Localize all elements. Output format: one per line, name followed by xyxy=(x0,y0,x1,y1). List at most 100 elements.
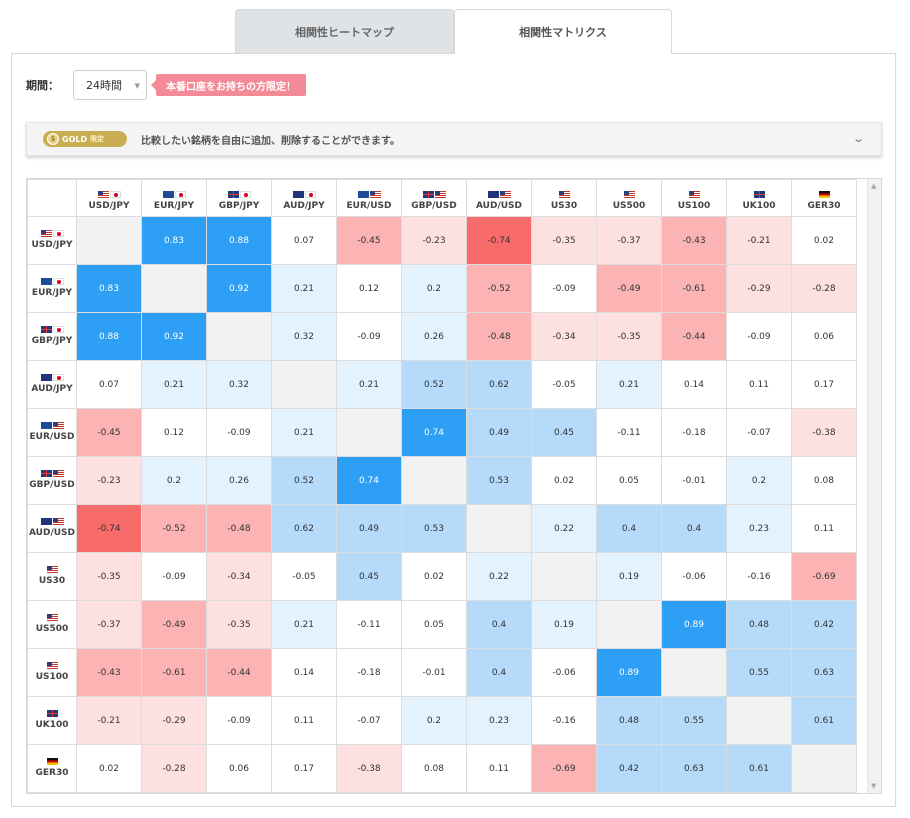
column-header-label: US100 xyxy=(677,201,711,211)
chevron-down-icon[interactable]: ⌄ xyxy=(851,132,865,145)
matrix-cell: 0.19 xyxy=(596,552,662,601)
matrix-cell: 0.11 xyxy=(726,360,792,409)
flag-pair xyxy=(662,191,726,201)
flag-us-icon xyxy=(558,191,570,198)
matrix-cell: 0.89 xyxy=(596,648,662,697)
matrix-cell: 0.22 xyxy=(466,552,532,601)
matrix-row: US100 -0.43 -0.61 -0.44 0.14 -0.18 -0.01 0.4 -0.… xyxy=(27,648,857,697)
matrix-cell: 0.32 xyxy=(206,360,272,409)
matrix-cell: 0.49 xyxy=(336,504,402,553)
matrix-cell: 0.62 xyxy=(466,360,532,409)
tab-bar: 相関性ヒートマップ 相関性マトリクス xyxy=(235,9,672,54)
flag-us-icon xyxy=(52,470,64,477)
matrix-cell: 0.49 xyxy=(466,408,532,457)
matrix-cell: -0.01 xyxy=(661,456,727,505)
flag-jp-icon xyxy=(52,278,64,285)
matrix-cell: -0.09 xyxy=(141,552,207,601)
matrix-cell: -0.29 xyxy=(141,696,207,745)
matrix-cell: 0.92 xyxy=(141,312,207,361)
row-header: USD/JPY xyxy=(27,216,77,265)
column-header: EUR/JPY xyxy=(141,179,207,217)
gold-badge-label: GOLD xyxy=(62,134,88,144)
matrix-cell: 0.21 xyxy=(271,600,337,649)
matrix-cell: 0.11 xyxy=(791,504,857,553)
matrix-cell: -0.38 xyxy=(791,408,857,457)
matrix-cell: -0.49 xyxy=(596,264,662,313)
flag-eu-icon xyxy=(40,422,52,429)
matrix-cell-diagonal xyxy=(531,552,597,601)
scroll-up-icon[interactable]: ▲ xyxy=(871,182,877,190)
flag-us-icon xyxy=(52,422,64,429)
matrix-cell: -0.34 xyxy=(531,312,597,361)
matrix-cell: -0.11 xyxy=(336,600,402,649)
matrix-cell: -0.21 xyxy=(726,216,792,265)
matrix-row: US500 -0.37 -0.49 -0.35 0.21 -0.11 0.05 0.4 0.19… xyxy=(27,600,857,649)
flag-pair xyxy=(28,710,76,720)
column-header: GER30 xyxy=(791,179,857,217)
flag-de-icon xyxy=(818,191,830,198)
matrix-cell: -0.09 xyxy=(206,408,272,457)
matrix-cell: -0.44 xyxy=(206,648,272,697)
matrix-cell: 0.74 xyxy=(336,456,402,505)
matrix-cell: -0.05 xyxy=(271,552,337,601)
row-header-label: AUD/JPY xyxy=(31,384,73,394)
matrix-cell: -0.52 xyxy=(466,264,532,313)
matrix-cell: -0.48 xyxy=(206,504,272,553)
matrix-cell: 0.05 xyxy=(596,456,662,505)
gold-coin-icon: $ xyxy=(47,133,59,145)
matrix-cell: -0.43 xyxy=(76,648,142,697)
matrix-cell: 0.52 xyxy=(271,456,337,505)
matrix-cell-diagonal xyxy=(141,264,207,313)
matrix-cell: 0.4 xyxy=(466,600,532,649)
flag-uk-icon xyxy=(753,191,765,198)
gold-bar-text: 比較したい銘柄を自由に追加、削除することができます。 xyxy=(141,135,400,147)
flag-pair xyxy=(77,191,141,201)
flag-us-icon xyxy=(623,191,635,198)
matrix-cell: -0.06 xyxy=(531,648,597,697)
period-row: 期間： 24時間 ▼ 本番口座をお持ちの方限定！ xyxy=(26,70,306,100)
matrix-cell: 0.74 xyxy=(401,408,467,457)
flag-eu-icon xyxy=(162,191,174,198)
row-header: US100 xyxy=(27,648,77,697)
row-header-label: GBP/USD xyxy=(29,480,75,490)
matrix-cell: 0.05 xyxy=(401,600,467,649)
tab-heatmap[interactable]: 相関性ヒートマップ xyxy=(235,9,454,54)
flag-pair xyxy=(28,662,76,672)
matrix-cell: 0.12 xyxy=(141,408,207,457)
matrix-cell: 0.08 xyxy=(791,456,857,505)
row-header-label: EUR/JPY xyxy=(31,288,73,298)
correlation-matrix: USD/JPY EUR/JPY GBP/JPY AUD/JPY EUR/USD GBP/U… xyxy=(26,178,882,794)
scroll-down-icon[interactable]: ▼ xyxy=(871,782,877,790)
matrix-cell: -0.35 xyxy=(76,552,142,601)
matrix-cell: 0.19 xyxy=(531,600,597,649)
matrix-cell-diagonal xyxy=(726,696,792,745)
gold-feature-bar[interactable]: $ GOLD 限定 比較したい銘柄を自由に追加、削除することができます。 ⌄ xyxy=(26,122,882,156)
period-select[interactable]: 24時間 ▼ xyxy=(73,70,147,100)
matrix-cell: -0.52 xyxy=(141,504,207,553)
matrix-cell: -0.43 xyxy=(661,216,727,265)
row-header-label: GBP/JPY xyxy=(31,336,73,346)
tab-matrix[interactable]: 相関性マトリクス xyxy=(454,9,672,54)
matrix-row: AUD/USD -0.74 -0.52 -0.48 0.62 0.49 0.53 0.22 0.… xyxy=(27,504,857,553)
flag-us-icon xyxy=(369,191,381,198)
matrix-cell: 0.2 xyxy=(401,264,467,313)
matrix-cell: 0.63 xyxy=(661,744,727,793)
matrix-cell: -0.28 xyxy=(791,264,857,313)
matrix-cell: -0.45 xyxy=(76,408,142,457)
matrix-scrollbar[interactable]: ▲ ▼ xyxy=(867,179,881,793)
matrix-cell: 0.07 xyxy=(271,216,337,265)
flag-au-icon xyxy=(40,374,52,381)
matrix-cell: 0.17 xyxy=(791,360,857,409)
matrix-cell-diagonal xyxy=(271,360,337,409)
matrix-cell-diagonal xyxy=(466,504,532,553)
matrix-cell: 0.53 xyxy=(466,456,532,505)
matrix-cell: 0.06 xyxy=(206,744,272,793)
matrix-cell: 0.55 xyxy=(661,696,727,745)
matrix-cell: 0.88 xyxy=(206,216,272,265)
matrix-cell: 0.4 xyxy=(596,504,662,553)
flag-uk-icon xyxy=(227,191,239,198)
matrix-cell: -0.21 xyxy=(76,696,142,745)
flag-jp-icon xyxy=(52,374,64,381)
column-header-label: GER30 xyxy=(807,201,841,211)
matrix-cell: -0.37 xyxy=(596,216,662,265)
